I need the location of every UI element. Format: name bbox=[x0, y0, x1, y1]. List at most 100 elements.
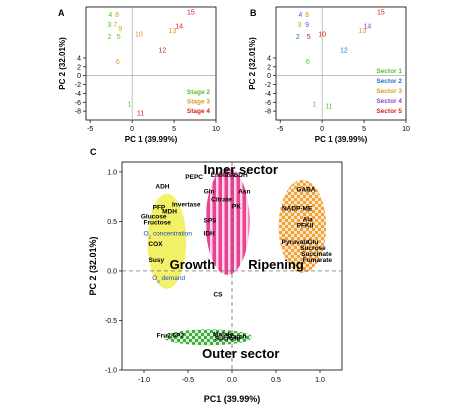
panel-a-x-tick-label: 0 bbox=[130, 126, 134, 133]
panel-b-point-label: 6 bbox=[306, 59, 310, 66]
cluster-growth bbox=[147, 193, 187, 289]
panel-b-point-label: 1 bbox=[313, 102, 317, 109]
panel-a-legend-entry: Stage 2 bbox=[187, 89, 211, 96]
panel-b-point-label: 9 bbox=[305, 22, 309, 29]
panel-c-y-tick-label: -0.5 bbox=[105, 318, 117, 325]
panel-a-legend-entry: Stage 3 bbox=[187, 99, 211, 106]
panel-a-point-label: 14 bbox=[175, 24, 183, 31]
panel-c-x-tick-label: 0.0 bbox=[227, 377, 237, 384]
panel-a-point-label: 15 bbox=[187, 9, 195, 16]
variable-label: Gln bbox=[204, 189, 215, 196]
panel-a-point-label: 3 bbox=[108, 22, 112, 29]
panel-c-y-tick-label: 1.0 bbox=[107, 169, 117, 176]
panel-b-y-tick-label: 4 bbox=[267, 55, 271, 62]
panel-a-legend: Stage 2 Stage 3 Stage 4 bbox=[187, 89, 211, 115]
panel-b-x-tick-label: 0 bbox=[320, 126, 324, 133]
variable-label: O2 concentration bbox=[144, 230, 193, 239]
panel-a-frame bbox=[85, 6, 217, 121]
panel-b-y-tick-label: 0 bbox=[267, 73, 271, 80]
region-label-ripening: Ripening bbox=[248, 257, 304, 272]
panel-a-x-label: PC 1 (39.99%) bbox=[125, 135, 178, 144]
panel-letter-c: C bbox=[90, 147, 97, 157]
panel-c-axes: -1.0 -0.5 0.0 0.5 1.0 -1.0 -0.5 0.0 0.5 1.0 bbox=[105, 162, 342, 384]
panel-b-legend-entry: Sector 4 bbox=[376, 98, 402, 105]
variable-label: MDH bbox=[162, 209, 177, 216]
panel-a-y-tick-label: -8 bbox=[75, 109, 81, 116]
panel-b-point-label: 2 bbox=[296, 34, 300, 41]
variable-label: CS bbox=[213, 292, 223, 299]
variable-label: Ala bbox=[303, 216, 314, 223]
variable-label: O2 demand bbox=[152, 275, 185, 284]
panel-c-x-tick-label: -1.0 bbox=[138, 377, 150, 384]
variable-label: Citrate bbox=[211, 197, 232, 204]
cluster-inner bbox=[205, 167, 250, 275]
panel-a-point-label: 7 bbox=[113, 22, 117, 29]
panel-letter-a: A bbox=[58, 8, 65, 18]
panel-c-region-labels: Inner sector Outer sector Growth Ripening bbox=[170, 162, 304, 361]
panel-a-point-label: 10 bbox=[135, 32, 143, 39]
panel-c-x-tick-label: 1.0 bbox=[315, 377, 325, 384]
panel-a-point-label: 2 bbox=[108, 34, 112, 41]
panel-b-frame bbox=[275, 6, 407, 121]
variable-label: Glucose bbox=[141, 213, 167, 220]
panel-a-y-tick-label: 2 bbox=[77, 64, 81, 71]
panel-a-point-label: 13 bbox=[168, 28, 176, 35]
variable-label: Malate bbox=[213, 331, 234, 338]
panel-a-point-label: 6 bbox=[116, 59, 120, 66]
panel-a-legend-entry: Stage 4 bbox=[187, 108, 211, 115]
variable-label: Invertase bbox=[172, 202, 201, 209]
panel-c-y-label: PC 2 (32.01%) bbox=[88, 236, 98, 295]
variable-label: Sucrose bbox=[215, 335, 241, 342]
panel-b-axes: -5 0 5 10 -8 -6 -4 -2 0 2 4 bbox=[265, 7, 410, 133]
variable-label: IDH bbox=[204, 230, 216, 237]
variable-label: PFKII bbox=[297, 222, 314, 229]
panel-a-x-tick-label: 10 bbox=[212, 126, 220, 133]
variable-label: SDH bbox=[234, 172, 248, 179]
variable-label: PK bbox=[232, 204, 241, 211]
variable-label: Fru2,6P2 bbox=[157, 332, 185, 339]
panel-b-point-label: 12 bbox=[340, 47, 348, 54]
variable-label: Starch bbox=[226, 333, 246, 340]
panel-b-point-label: 13 bbox=[358, 28, 366, 35]
panel-c-y-tick-label: 0.5 bbox=[107, 219, 117, 226]
panel-a-y-tick-label: -6 bbox=[75, 100, 81, 107]
panel-b-legend-entry: Sector 5 bbox=[376, 108, 402, 115]
panel-b-point-label: 15 bbox=[377, 9, 385, 16]
panel-b-point-label: 14 bbox=[364, 24, 372, 31]
variable-label: Pyruvate bbox=[282, 239, 310, 246]
panel-b-point-label: 11 bbox=[325, 103, 332, 110]
panel-a-y-tick-label: 0 bbox=[77, 73, 81, 80]
panel-b-y-tick-label: -4 bbox=[265, 91, 271, 98]
panel-b-legend-entry: Sector 2 bbox=[376, 78, 402, 85]
panel-a-point-label: 12 bbox=[158, 47, 166, 54]
panel-a-point-label: 8 bbox=[115, 12, 119, 19]
panel-a-y-tick-label: 4 bbox=[77, 55, 81, 62]
variable-label: PFP bbox=[153, 205, 166, 212]
variable-label: Succinate bbox=[301, 251, 332, 258]
region-label-outer-sector: Outer sector bbox=[202, 346, 279, 361]
variable-label: SPS bbox=[203, 217, 217, 224]
panel-c: -1.0 -0.5 0.0 0.5 1.0 -1.0 -0.5 0.0 0.5 1.0 Inner… bbox=[88, 161, 343, 404]
panel-b-y-tick-label: 2 bbox=[267, 64, 271, 71]
panel-c-y-tick-label: -1.0 bbox=[105, 368, 117, 375]
panel-c-clusters bbox=[147, 167, 327, 346]
variable-label: Glu bbox=[308, 239, 319, 246]
cluster-ripening bbox=[278, 179, 327, 273]
panel-b-x-label: PC 1 (39.99%) bbox=[315, 135, 368, 144]
panel-a-y-tick-label: -2 bbox=[75, 82, 81, 89]
panel-c-x-tick-label: -0.5 bbox=[182, 377, 194, 384]
panel-a-y-tick-label: -4 bbox=[75, 91, 81, 98]
panel-b-point-label: 5 bbox=[307, 34, 311, 41]
panel-c-x-label: PC1 (39.99%) bbox=[204, 394, 261, 404]
variable-label: Sucrose bbox=[300, 245, 326, 252]
variable-label: NADP-ME bbox=[282, 206, 313, 213]
panel-a-y-label: PC 2 (32.01%) bbox=[58, 37, 67, 90]
region-label-growth: Growth bbox=[170, 257, 216, 272]
panel-a-point-label: 1 bbox=[128, 102, 132, 109]
variable-label: COX bbox=[148, 241, 163, 248]
